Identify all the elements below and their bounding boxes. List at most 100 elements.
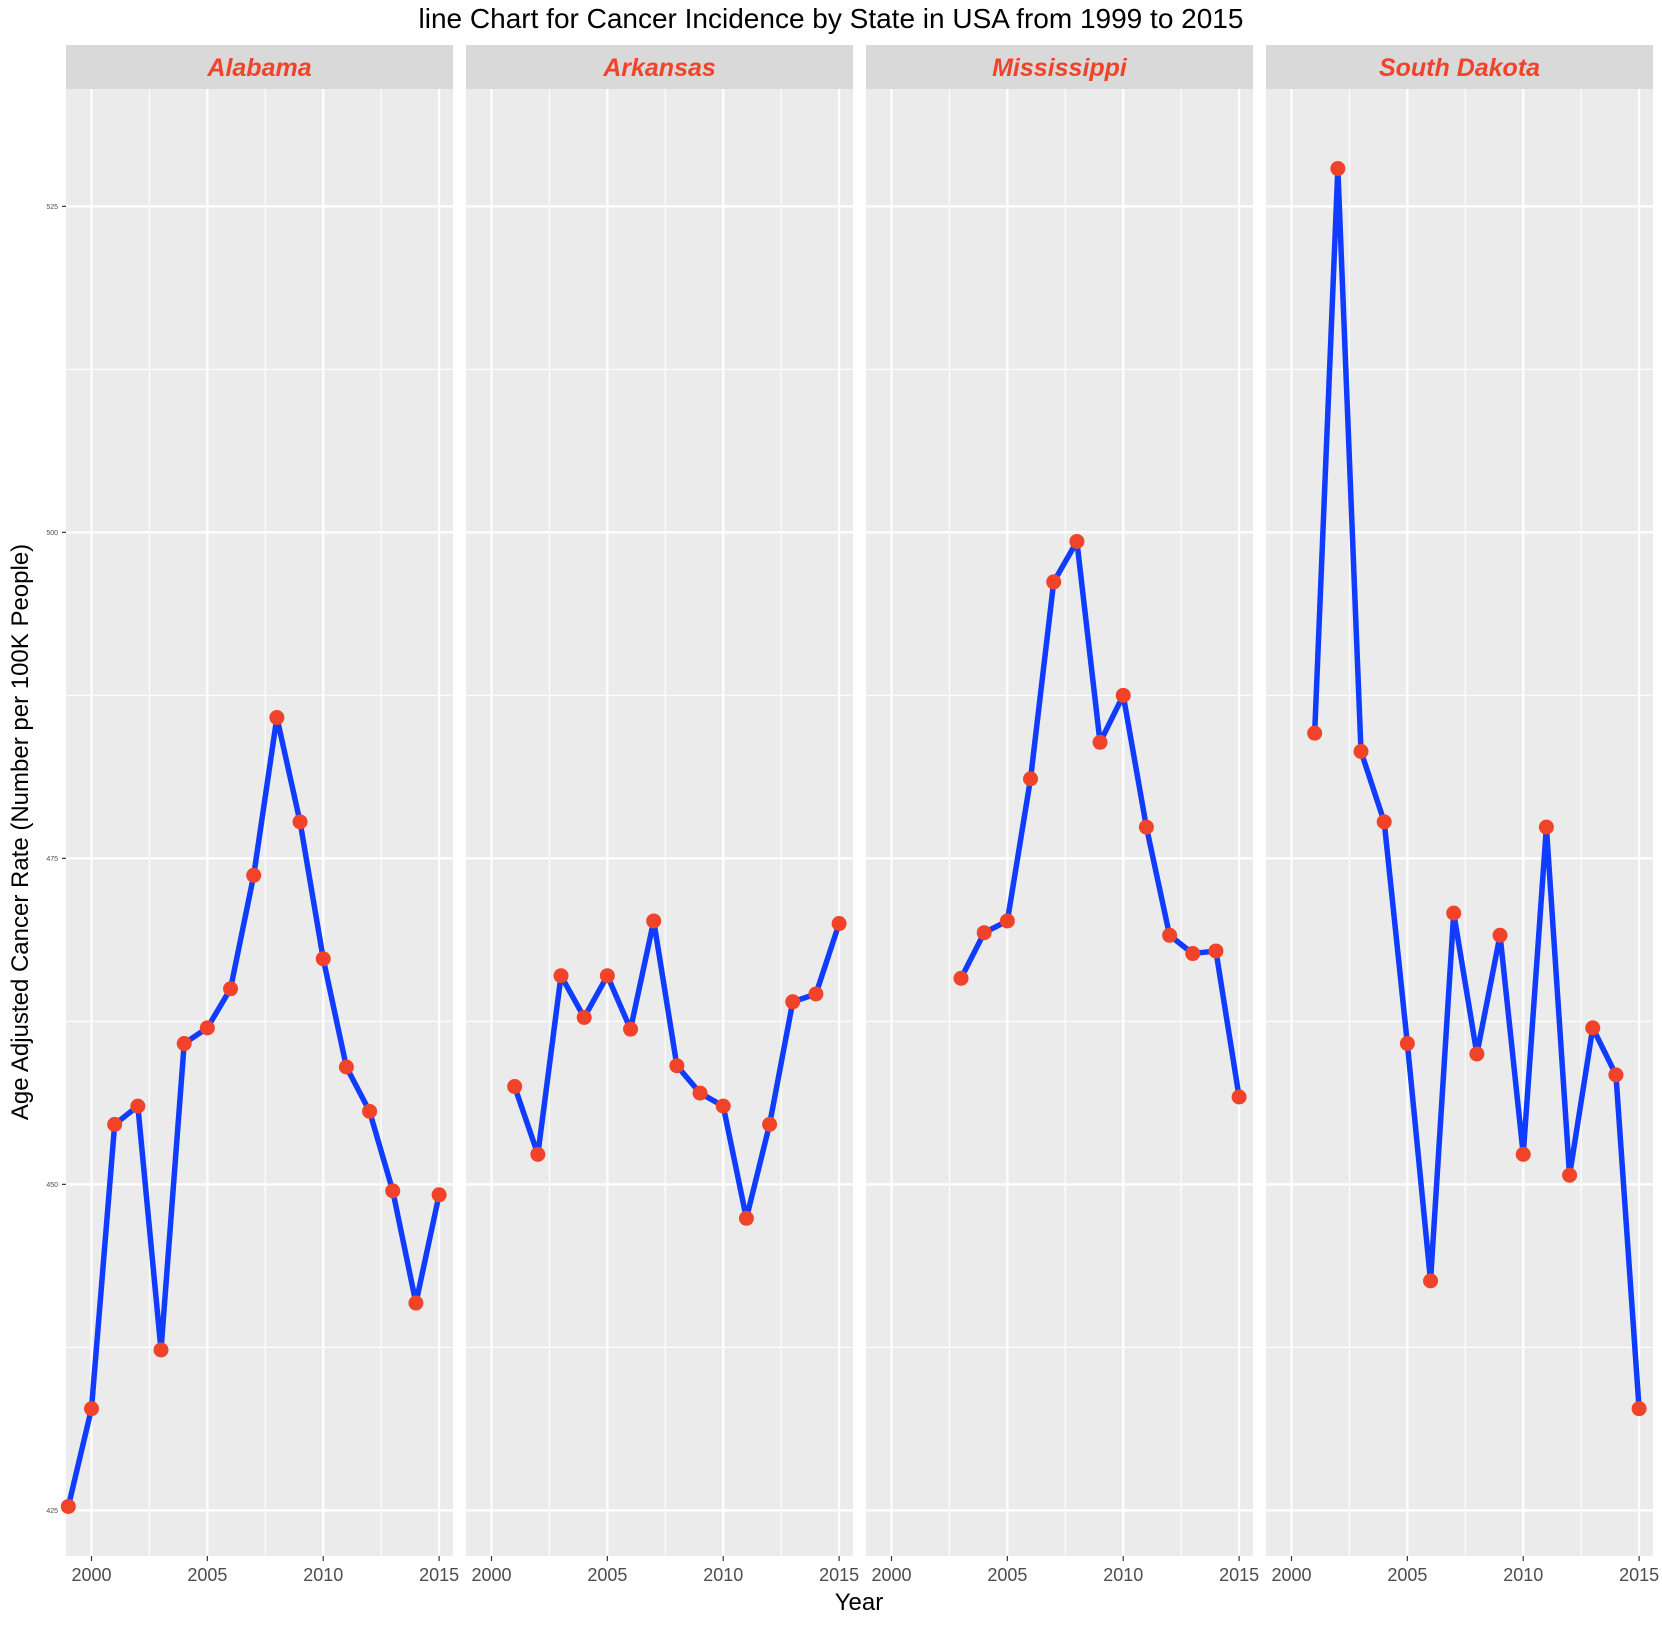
data-point <box>576 1009 592 1025</box>
x-tick-label: 2010 <box>1103 1565 1143 1585</box>
data-point <box>1608 1067 1624 1083</box>
data-point <box>315 951 331 967</box>
x-tick-label: 2000 <box>71 1565 111 1585</box>
y-tick-label: 500 <box>46 530 58 537</box>
chart-title: line Chart for Cancer Incidence by State… <box>419 3 1244 34</box>
data-point <box>715 1098 731 1114</box>
x-tick-label: 2010 <box>703 1565 743 1585</box>
data-point <box>1231 1089 1247 1105</box>
data-point <box>153 1342 169 1358</box>
data-point <box>269 710 285 726</box>
data-point <box>176 1036 192 1052</box>
y-tick-label: 525 <box>46 204 58 211</box>
data-point <box>1046 574 1062 590</box>
data-point <box>223 981 239 997</box>
data-point <box>1023 771 1039 787</box>
data-point <box>1562 1167 1578 1183</box>
data-point <box>623 1021 639 1037</box>
x-tick-label: 2015 <box>1619 1565 1659 1585</box>
data-point <box>507 1079 523 1095</box>
facet-panel: Arkansas 2000 2005 2010 2015 <box>466 45 859 1585</box>
y-axis-title: Age Adjusted Cancer Rate (Number per 100… <box>7 544 34 1120</box>
data-point <box>292 814 308 830</box>
data-point <box>785 994 801 1010</box>
panel-background <box>466 89 853 1556</box>
facet-strip-label: Alabama <box>206 54 311 82</box>
x-tick-label: 2010 <box>1503 1565 1543 1585</box>
y-tick-label: 475 <box>46 856 58 863</box>
data-point <box>831 916 847 932</box>
data-point <box>1162 927 1178 943</box>
data-point <box>530 1146 546 1162</box>
data-point <box>107 1116 123 1132</box>
facet-strip-label: South Dakota <box>1379 54 1540 82</box>
x-axis-title: Year <box>835 1589 884 1616</box>
data-point <box>1446 905 1462 921</box>
x-tick-label: 2005 <box>587 1565 627 1585</box>
x-tick-label: 2005 <box>1387 1565 1427 1585</box>
data-point <box>431 1187 447 1203</box>
x-tick-label: 2015 <box>419 1565 459 1585</box>
data-point <box>1307 725 1323 741</box>
y-tick-label: 425 <box>46 1508 58 1515</box>
data-point <box>130 1098 146 1114</box>
data-point <box>1469 1046 1485 1062</box>
data-point <box>1399 1036 1415 1052</box>
x-tick-label: 2000 <box>471 1565 511 1585</box>
x-tick-label: 2015 <box>819 1565 859 1585</box>
facet-panel: South Dakota 2000 2005 2010 2015 <box>1266 45 1659 1585</box>
data-point <box>646 913 662 929</box>
data-point <box>1185 946 1201 962</box>
facet-strip-label: Mississippi <box>992 54 1128 82</box>
data-point <box>1515 1146 1531 1162</box>
panel-background <box>866 89 1253 1556</box>
data-point <box>83 1401 99 1417</box>
facet-strip <box>66 45 453 89</box>
data-point <box>669 1058 685 1074</box>
data-point <box>338 1059 354 1075</box>
data-point <box>953 970 969 986</box>
data-point <box>599 968 615 984</box>
x-tick-label: 2015 <box>1219 1565 1259 1585</box>
facet-panel: Mississippi 2000 2005 2010 2015 <box>866 45 1259 1585</box>
x-tick-label: 2000 <box>871 1565 911 1585</box>
data-point <box>808 986 824 1002</box>
facet-strip <box>466 45 853 89</box>
data-point <box>1585 1020 1601 1036</box>
data-point <box>692 1085 708 1101</box>
data-point <box>1330 161 1346 177</box>
data-point <box>362 1103 378 1119</box>
facet-strip-label: Arkansas <box>602 54 716 82</box>
facet-strip <box>866 45 1253 89</box>
data-point <box>1208 943 1224 959</box>
data-point <box>976 925 992 941</box>
data-point <box>762 1116 778 1132</box>
data-point <box>385 1183 401 1199</box>
data-point <box>1538 819 1554 835</box>
data-point <box>1631 1401 1647 1417</box>
data-point <box>738 1210 754 1226</box>
data-point <box>1069 533 1085 549</box>
facet-panel: Alabama 2000 2005 2010 2015 <box>60 45 459 1585</box>
x-tick-label: 2000 <box>1271 1565 1311 1585</box>
y-tick-label: 450 <box>46 1182 58 1189</box>
x-tick-label: 2010 <box>303 1565 343 1585</box>
data-point <box>1492 927 1508 943</box>
data-point <box>1115 687 1131 703</box>
data-point <box>199 1020 215 1036</box>
data-point <box>60 1498 76 1514</box>
data-point <box>408 1295 424 1311</box>
data-point <box>999 913 1015 929</box>
x-tick-label: 2005 <box>987 1565 1027 1585</box>
data-point <box>1092 734 1108 750</box>
data-point <box>1353 743 1369 759</box>
data-point <box>1376 814 1392 830</box>
data-point <box>1423 1273 1439 1289</box>
facet-strip <box>1266 45 1653 89</box>
x-tick-label: 2005 <box>187 1565 227 1585</box>
data-point <box>553 968 569 984</box>
data-point <box>246 867 262 883</box>
